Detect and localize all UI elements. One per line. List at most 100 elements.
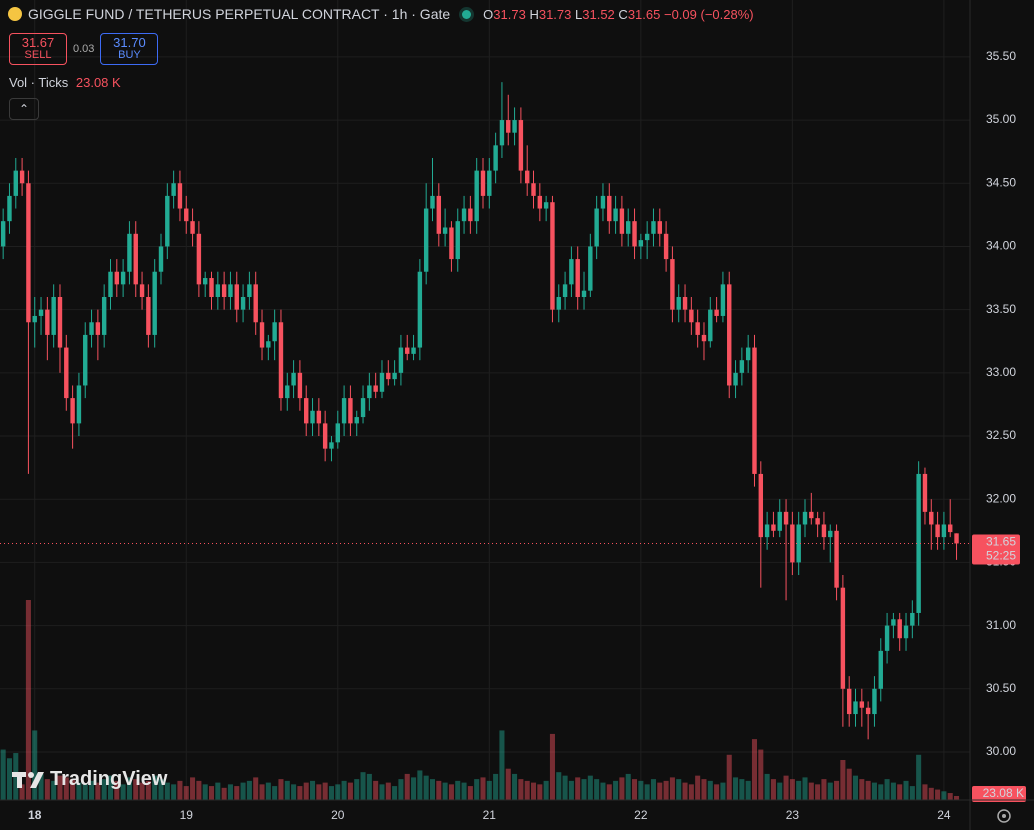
volume-bar <box>272 786 278 800</box>
sell-button[interactable]: 31.67 SELL <box>9 33 67 65</box>
y-tick-label: 35.50 <box>986 49 1016 63</box>
volume-bar <box>663 780 669 800</box>
candle-body <box>676 296 681 310</box>
volume-bar <box>890 782 896 800</box>
volume-bar <box>549 733 555 800</box>
y-tick-label: 31.00 <box>986 618 1016 632</box>
volume-bar <box>764 773 770 800</box>
volume-bar <box>650 779 656 800</box>
candle-body <box>139 284 145 297</box>
volume-bar <box>51 780 57 800</box>
candle-body <box>556 296 561 310</box>
volume-bar <box>751 739 758 800</box>
volume-bar <box>852 775 859 800</box>
candle-body <box>569 259 574 285</box>
candle-body <box>657 221 662 234</box>
candle-body <box>480 170 486 196</box>
candle-body <box>7 195 12 222</box>
live-dot <box>462 9 472 19</box>
candle-body <box>739 360 745 373</box>
volume-bar <box>941 791 947 800</box>
spread: 0.03 <box>73 43 95 55</box>
candle-layer <box>0 82 959 740</box>
volume-bar <box>935 789 941 800</box>
candle-body <box>575 259 580 297</box>
buy-button[interactable]: 31.70 BUY <box>100 33 159 65</box>
volume-bar <box>44 779 50 800</box>
volume-bar <box>385 782 391 800</box>
volume-bar <box>322 782 328 800</box>
settings-icon[interactable] <box>997 809 1011 823</box>
volume-bar <box>537 784 543 800</box>
candle-body <box>19 170 25 184</box>
y-tick-label: 32.50 <box>986 428 1016 442</box>
volume-bar <box>303 782 309 800</box>
y-tick-label: 30.00 <box>986 744 1016 758</box>
candle-body <box>550 202 555 310</box>
candle-body <box>266 341 271 348</box>
candle-body <box>506 120 511 133</box>
candle-body <box>468 208 473 222</box>
buy-label: BUY <box>118 49 141 61</box>
candle-body <box>941 524 947 538</box>
candle-body <box>108 271 113 297</box>
candle-body <box>329 442 334 449</box>
ohlc-value: 31.73 <box>493 6 526 22</box>
candle-body <box>727 284 732 386</box>
volume-bar <box>126 777 132 800</box>
candle-body <box>152 271 157 335</box>
buy-price: 31.70 <box>113 35 146 50</box>
candle-body <box>64 347 69 399</box>
volume-bar <box>600 782 606 800</box>
candle-body <box>304 398 309 424</box>
volume-bar <box>366 773 372 800</box>
volume-bar <box>688 784 694 800</box>
watermark-logo <box>12 771 44 788</box>
volume-bar <box>928 787 934 800</box>
candle-body <box>133 233 138 285</box>
volume-bar <box>25 600 31 800</box>
volume-bar <box>208 786 215 800</box>
candle-body <box>32 315 37 323</box>
y-tick-label: 34.00 <box>986 239 1016 253</box>
volume-bar <box>505 768 511 800</box>
ohlc-key: C <box>618 6 628 22</box>
candle-body <box>83 334 88 386</box>
candle-body <box>853 701 858 715</box>
x-tick-label: 18 <box>28 808 42 822</box>
candle-body <box>247 284 252 297</box>
candle-body <box>455 221 460 260</box>
header: GIGGLE FUND / TETHERUS PERPETUAL CONTRAC… <box>8 6 754 22</box>
candle-body <box>626 221 631 234</box>
volume-bar <box>568 780 574 800</box>
candle-body <box>240 296 246 310</box>
y-tick-label: 35.00 <box>986 112 1016 126</box>
sell-price: 31.67 <box>21 35 55 50</box>
candle-body <box>644 233 650 241</box>
candle-body <box>341 398 347 424</box>
collapse-button[interactable]: ⌃ <box>9 98 39 120</box>
x-tick-label: 21 <box>483 808 497 822</box>
volume-bar <box>32 730 38 800</box>
candle-body <box>101 296 107 335</box>
candle-body <box>777 511 782 531</box>
candle-body <box>13 170 18 196</box>
candle-body <box>954 533 959 544</box>
volume-bar <box>467 786 473 800</box>
candle-body <box>884 625 890 651</box>
volume-bar <box>480 777 486 800</box>
candle-body <box>57 296 63 348</box>
volume-bar <box>758 749 764 800</box>
volume-bar <box>846 768 852 800</box>
volume-bar <box>789 779 795 800</box>
volume-bar <box>619 777 625 800</box>
volume-bar <box>227 784 233 800</box>
volume-bar <box>19 784 25 800</box>
volume-bar <box>714 784 720 800</box>
ohlc-value: 31.73 <box>538 6 572 22</box>
volume-bar <box>903 780 909 800</box>
volume-bar <box>726 754 732 800</box>
volume-bar <box>954 795 960 800</box>
volume-bar <box>246 780 252 800</box>
candle-body <box>689 309 694 323</box>
